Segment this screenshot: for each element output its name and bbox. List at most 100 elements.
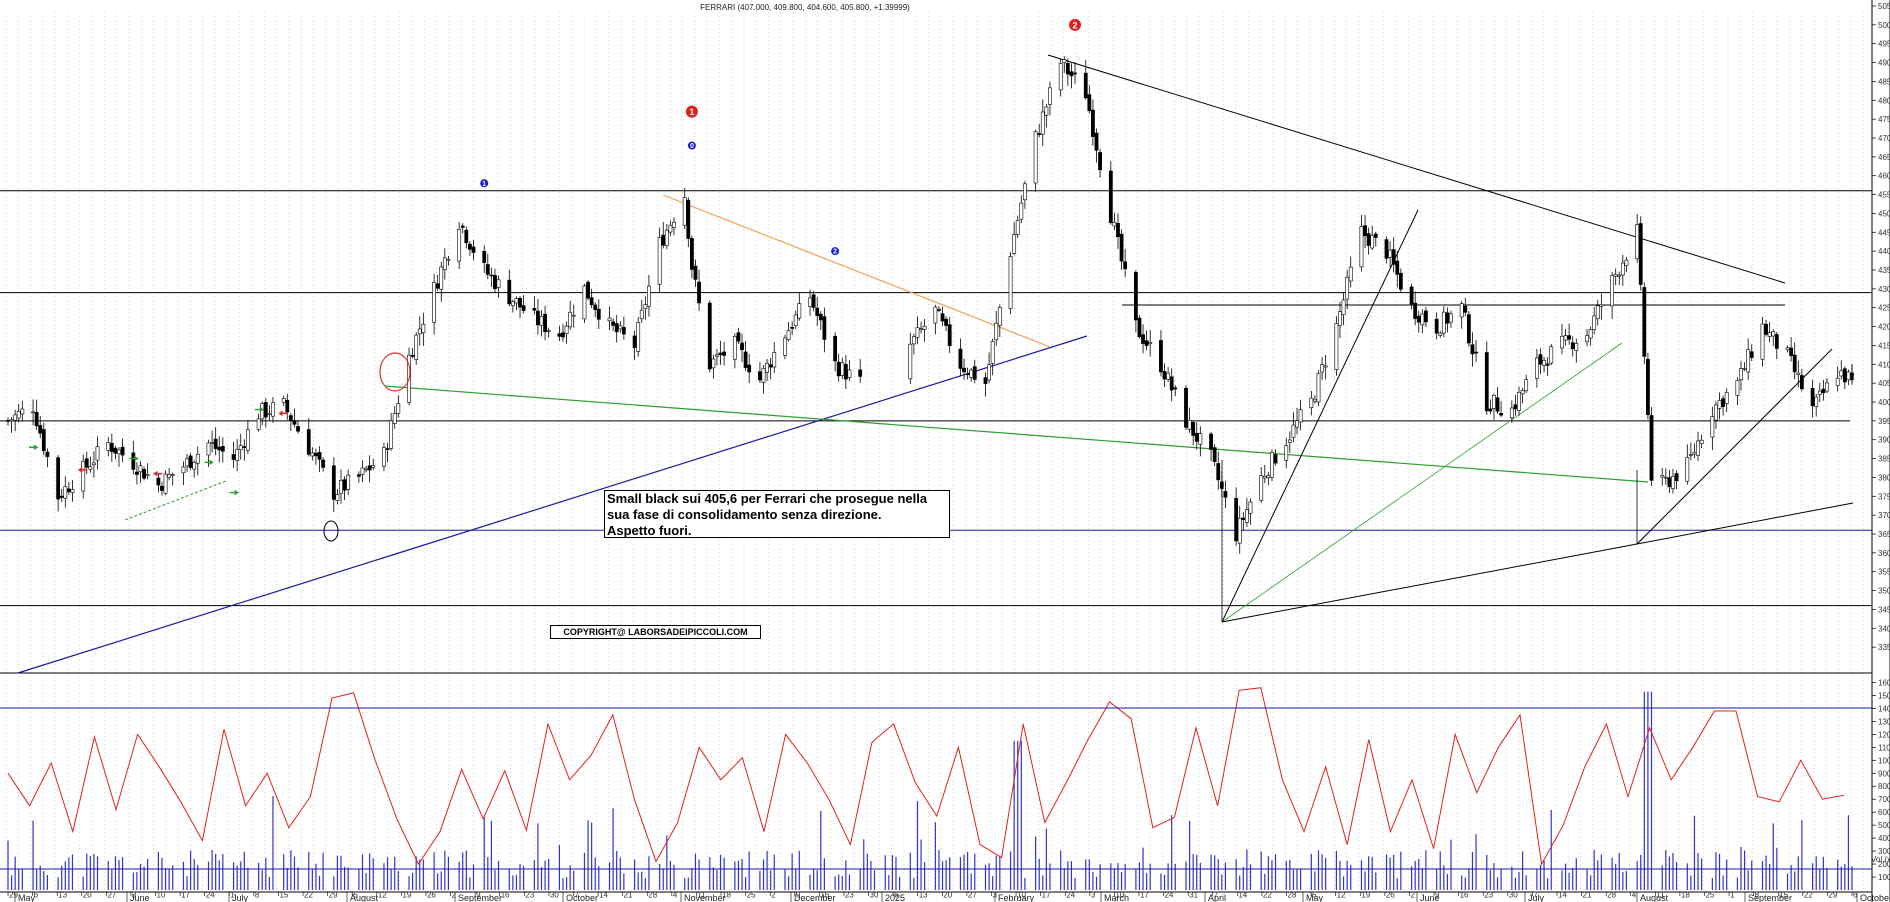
candle-body: [1298, 409, 1303, 423]
price-tick-label: 455: [1878, 191, 1890, 200]
candle-body: [1842, 368, 1847, 383]
candle-body: [138, 465, 143, 473]
date-tick-label: 13: [919, 891, 928, 900]
candle-body: [1012, 234, 1017, 254]
price-tick-label: 475: [1878, 115, 1890, 124]
candle-body: [160, 485, 164, 491]
candle-body: [697, 281, 701, 304]
month-label: August: [1640, 893, 1669, 902]
candle-body: [614, 323, 619, 333]
candle-body: [1714, 404, 1718, 421]
candle-body: [1595, 305, 1600, 320]
candle-body: [396, 403, 401, 414]
candle-body: [1789, 347, 1794, 356]
candle-body: [1438, 332, 1443, 336]
date-tick-label: 28: [1607, 891, 1616, 900]
candle-body: [783, 337, 787, 356]
date-tick-label: 14: [1238, 891, 1247, 900]
volume-unit-label: Vol.(x1000): [1871, 855, 1890, 864]
price-tick-label: 415: [1878, 341, 1890, 350]
candle-body: [840, 362, 845, 376]
date-tick-label: 9: [796, 891, 801, 900]
candle-body: [1488, 408, 1493, 412]
volume-tick-label: 10000: [1878, 756, 1890, 765]
candle-body: [843, 364, 848, 380]
candle-body: [1112, 222, 1117, 227]
candle-body: [1058, 63, 1063, 91]
candle-body: [485, 264, 490, 275]
candle-body: [722, 351, 727, 356]
candle-body: [965, 373, 970, 376]
candle-body: [131, 452, 136, 470]
candle-body: [1610, 275, 1615, 307]
month-label: August: [350, 893, 379, 902]
candle-body: [1320, 364, 1324, 373]
date-tick-label: 24: [1165, 891, 1174, 900]
candle-body: [668, 224, 673, 233]
candle-body: [1445, 312, 1450, 324]
candle-body: [786, 330, 791, 341]
volume-tick-label: 1000: [1878, 873, 1890, 882]
date-tick-label: 22: [304, 891, 313, 900]
date-tick-label: 30: [550, 891, 559, 900]
candle-body: [1162, 371, 1167, 380]
candle-body: [1459, 303, 1464, 318]
volume-tick-label: 5000: [1878, 821, 1890, 830]
candle-body: [439, 266, 444, 290]
note-line-2: sua fase di consolidamento senza direzio…: [607, 507, 882, 522]
candle-body: [45, 451, 50, 457]
candle-body: [797, 303, 802, 319]
candle-body: [1638, 223, 1643, 285]
candle-body: [1144, 340, 1149, 346]
date-tick-label: 22: [1263, 891, 1272, 900]
date-tick-label: 18: [1681, 891, 1690, 900]
candle-body: [1592, 315, 1597, 331]
candle-body: [589, 297, 594, 306]
signal-arrows: [29, 406, 288, 496]
month-label: October: [1860, 893, 1890, 902]
date-tick-label: 2: [452, 891, 457, 900]
candle-body: [919, 328, 923, 330]
candle-body: [933, 306, 938, 324]
candle-body: [435, 283, 440, 289]
candle-body: [1284, 445, 1289, 461]
candle-body: [1040, 111, 1045, 135]
candle-body: [1313, 398, 1317, 402]
candle-body: [16, 411, 21, 419]
candle-body: [1166, 372, 1171, 380]
last-candle-body: [1850, 375, 1854, 381]
candle-body: [1674, 473, 1679, 482]
candle-body: [571, 314, 576, 317]
candle-body: [1169, 376, 1174, 391]
signal-arrow: [229, 489, 239, 496]
candle-body: [1409, 286, 1414, 305]
candle-body: [1617, 274, 1622, 277]
candle-body: [493, 275, 497, 290]
candle-body: [1259, 475, 1264, 501]
candle-body: [1671, 476, 1675, 489]
candle-body: [586, 281, 590, 299]
date-tick-label: 7: [574, 891, 579, 900]
date-tick-label: 28: [648, 891, 657, 900]
date-tick-label: 17: [1140, 891, 1149, 900]
candle-body: [1667, 477, 1672, 488]
candle-body: [1366, 233, 1371, 246]
candle-body: [539, 316, 544, 326]
candle-body: [1441, 311, 1446, 334]
candle-body: [59, 495, 64, 498]
candle-body: [1216, 463, 1221, 481]
candle-body: [1660, 475, 1665, 478]
date-tick-label: 4: [673, 891, 678, 900]
date-tick-label: 2: [1410, 891, 1415, 900]
candle-body: [718, 352, 723, 356]
candle-body: [13, 414, 18, 421]
candle-body: [1835, 377, 1840, 386]
candle-body: [1359, 226, 1364, 268]
candle-body: [664, 229, 669, 246]
candle-body: [335, 494, 340, 501]
candle-body: [6, 420, 10, 422]
candle-body: [84, 458, 89, 468]
price-tick-label: 365: [1878, 530, 1890, 539]
candle-body: [1785, 347, 1790, 351]
candle-body: [20, 408, 25, 415]
